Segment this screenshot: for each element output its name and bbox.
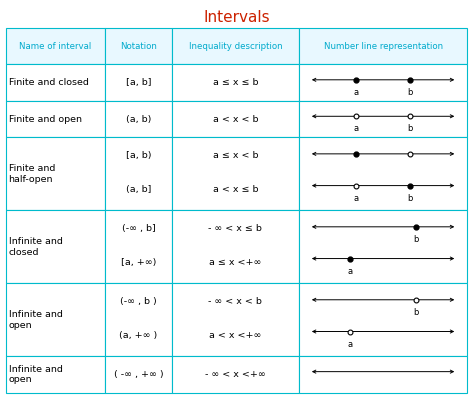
Text: a < x ≤ b: a < x ≤ b [212, 185, 258, 194]
Text: b: b [413, 308, 419, 317]
Bar [6, 138, 105, 210]
Text: a ≤ x ≤ b: a ≤ x ≤ b [212, 78, 258, 87]
Text: Name of interval: Name of interval [19, 42, 91, 51]
Text: b: b [413, 235, 419, 244]
Bar [299, 210, 467, 283]
Bar [105, 28, 172, 64]
Text: a < x < b: a < x < b [212, 115, 258, 124]
Text: a ≤ x <+∞: a ≤ x <+∞ [209, 258, 262, 267]
Bar [6, 28, 105, 64]
Bar [299, 101, 467, 138]
Bar [172, 138, 299, 210]
Text: - ∞ < x < b: - ∞ < x < b [209, 297, 263, 306]
Text: a: a [348, 266, 353, 276]
Text: (-∞ , b]: (-∞ , b] [122, 224, 155, 233]
Bar [105, 356, 172, 393]
Bar [299, 64, 467, 101]
Bar [299, 356, 467, 393]
Bar [299, 283, 467, 356]
Text: [a, +∞): [a, +∞) [121, 258, 156, 267]
Bar [105, 210, 172, 283]
Bar [172, 64, 299, 101]
Text: Infinite and
open: Infinite and open [9, 310, 62, 330]
Text: a: a [354, 194, 359, 203]
Bar [6, 210, 105, 283]
Text: (a, +∞ ): (a, +∞ ) [119, 331, 158, 340]
Text: Finite and
half-open: Finite and half-open [9, 164, 55, 184]
Bar [6, 283, 105, 356]
Text: [a, b): [a, b) [126, 151, 151, 160]
Text: a < x <+∞: a < x <+∞ [209, 331, 262, 340]
Text: b: b [407, 194, 412, 203]
Text: Number line representation: Number line representation [324, 42, 443, 51]
Bar [105, 64, 172, 101]
Text: (a, b): (a, b) [126, 115, 151, 124]
Text: b: b [407, 124, 412, 133]
Text: a ≤ x < b: a ≤ x < b [212, 151, 258, 160]
Text: (a, b]: (a, b] [126, 185, 151, 194]
Bar [172, 283, 299, 356]
Bar [6, 356, 105, 393]
Bar [172, 101, 299, 138]
Text: Finite and open: Finite and open [9, 115, 81, 124]
Text: Inequality description: Inequality description [189, 42, 282, 51]
Text: [a, b]: [a, b] [126, 78, 151, 87]
Text: - ∞ < x <+∞: - ∞ < x <+∞ [205, 370, 266, 379]
Bar [172, 28, 299, 64]
Bar [172, 356, 299, 393]
Bar [299, 138, 467, 210]
Text: - ∞ < x ≤ b: - ∞ < x ≤ b [209, 224, 263, 233]
Text: (-∞ , b ): (-∞ , b ) [120, 297, 157, 306]
Text: Infinite and
closed: Infinite and closed [9, 237, 62, 256]
Text: Infinite and
open: Infinite and open [9, 365, 62, 384]
Bar [105, 138, 172, 210]
Bar [6, 64, 105, 101]
Bar [105, 283, 172, 356]
Text: a: a [348, 340, 353, 348]
Text: a: a [354, 124, 359, 133]
Text: a: a [354, 88, 359, 97]
Bar [299, 28, 467, 64]
Text: ( -∞ , +∞ ): ( -∞ , +∞ ) [114, 370, 163, 379]
Text: b: b [407, 88, 412, 97]
Text: Finite and closed: Finite and closed [9, 78, 88, 87]
Text: Notation: Notation [120, 42, 157, 51]
Bar [172, 210, 299, 283]
Bar [105, 101, 172, 138]
Bar [6, 101, 105, 138]
Text: Intervals: Intervals [203, 10, 270, 26]
